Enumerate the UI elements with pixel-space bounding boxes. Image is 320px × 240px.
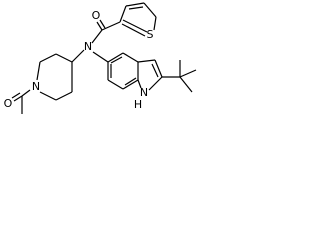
atom-label: N: [140, 86, 148, 99]
atom-label: H: [134, 98, 142, 111]
atom-label: S: [147, 28, 154, 41]
bonds: [11, 2, 197, 114]
atom-label: O: [92, 9, 101, 22]
molecule: O S N N O N H: [4, 2, 197, 114]
atom-label: N: [84, 40, 92, 53]
atom-label: O: [4, 97, 13, 110]
atom-label: N: [32, 80, 40, 93]
